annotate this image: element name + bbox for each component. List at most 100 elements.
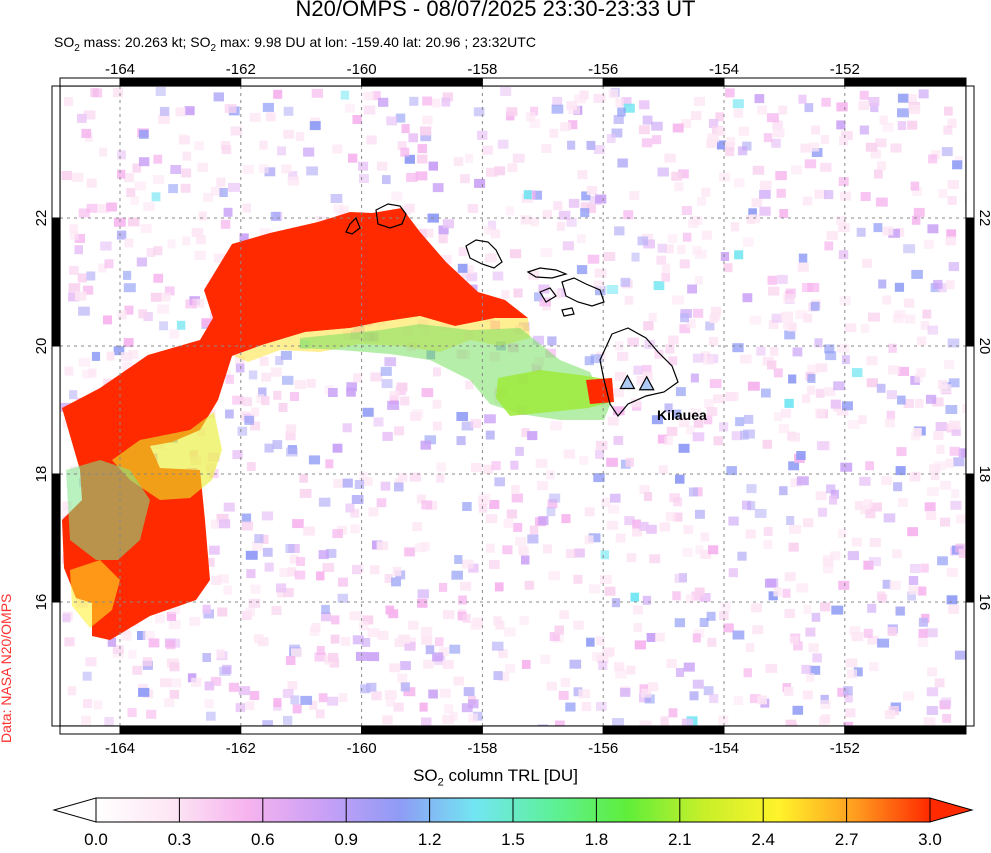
- noise-pixel: [444, 704, 454, 714]
- noise-pixel: [674, 618, 686, 628]
- noise-pixel: [368, 507, 379, 517]
- noise-pixel: [683, 525, 694, 535]
- noise-pixel: [460, 174, 470, 184]
- noise-pixel: [584, 356, 594, 366]
- noise-pixel: [367, 652, 380, 662]
- noise-pixel: [639, 521, 649, 531]
- noise-pixel: [449, 711, 458, 721]
- noise-pixel: [121, 631, 132, 641]
- noise-pixel: [926, 706, 939, 715]
- noise-pixel: [113, 217, 126, 227]
- noise-pixel: [800, 143, 811, 153]
- noise-pixel: [897, 395, 906, 405]
- noise-pixel: [181, 168, 192, 178]
- noise-pixel: [612, 718, 624, 726]
- noise-pixel: [116, 230, 127, 240]
- noise-pixel: [138, 157, 150, 167]
- lon-tick-label-top: -162: [226, 61, 256, 78]
- noise-pixel: [449, 644, 461, 654]
- noise-pixel: [546, 681, 557, 691]
- noise-pixel: [467, 204, 479, 213]
- noise-pixel: [282, 375, 294, 385]
- noise-pixel: [205, 557, 215, 567]
- noise-pixel: [404, 154, 415, 164]
- noise-pixel: [486, 543, 495, 553]
- noise-pixel: [866, 378, 878, 388]
- noise-pixel: [865, 509, 876, 519]
- noise-pixel: [442, 92, 454, 102]
- noise-pixel: [798, 94, 807, 104]
- noise-pixel: [908, 94, 917, 104]
- noise-pixel: [888, 228, 900, 238]
- noise-pixel: [439, 582, 448, 592]
- noise-pixel: [459, 581, 472, 591]
- noise-pixel: [123, 338, 134, 348]
- noise-pixel: [720, 601, 731, 611]
- noise-pixel: [217, 607, 228, 617]
- noise-pixel: [241, 521, 254, 531]
- noise-pixel: [421, 388, 434, 398]
- noise-pixel: [882, 122, 894, 132]
- noise-pixel: [561, 514, 571, 524]
- noise-pixel: [870, 103, 879, 113]
- noise-pixel: [759, 189, 771, 199]
- page-title: N20/OMPS - 08/07/2025 23:30-23:33 UT: [295, 0, 696, 21]
- noise-pixel: [393, 702, 404, 712]
- noise-pixel: [918, 638, 929, 647]
- noise-pixel: [803, 313, 813, 323]
- noise-pixel: [702, 355, 714, 365]
- noise-pixel: [409, 96, 419, 106]
- noise-pixel: [743, 429, 755, 439]
- noise-pixel: [547, 336, 557, 346]
- noise-pixel: [537, 724, 548, 726]
- noise-pixel: [159, 321, 169, 331]
- noise-pixel: [220, 219, 231, 229]
- noise-pixel: [453, 676, 464, 686]
- noise-pixel: [642, 595, 652, 605]
- noise-pixel: [620, 687, 631, 697]
- noise-pixel: [843, 721, 854, 726]
- noise-pixel: [624, 295, 634, 305]
- noise-pixel: [340, 636, 351, 646]
- noise-pixel: [438, 234, 448, 244]
- noise-pixel: [524, 580, 535, 590]
- noise-pixel: [719, 422, 729, 432]
- noise-pixel: [951, 426, 961, 436]
- noise-pixel: [143, 202, 155, 212]
- noise-pixel: [896, 227, 905, 237]
- noise-pixel: [925, 394, 937, 404]
- noise-pixel: [688, 219, 699, 228]
- noise-pixel: [565, 702, 576, 712]
- noise-pixel: [81, 715, 91, 725]
- noise-pixel: [409, 472, 422, 482]
- noise-pixel: [595, 636, 605, 646]
- kauai-coastline: [375, 203, 407, 229]
- noise-pixel: [626, 553, 637, 563]
- noise-pixel: [264, 443, 274, 453]
- noise-pixel: [693, 308, 704, 318]
- colorbar-tick-label: 0.3: [167, 830, 192, 849]
- noise-pixel: [668, 356, 678, 366]
- noise-pixel: [221, 145, 232, 155]
- noise-pixel: [740, 354, 752, 364]
- noise-pixel: [695, 249, 707, 259]
- noise-pixel: [809, 142, 820, 152]
- noise-pixel: [870, 502, 883, 512]
- axis-tick-labels: -164 -164 -162 -162 -160 -160 -158 -158 -156 -156…: [33, 61, 991, 757]
- noise-pixel: [342, 478, 353, 488]
- noise-pixel: [807, 374, 816, 383]
- colorbar-tick-label: 2.4: [751, 830, 776, 849]
- noise-pixel: [876, 383, 886, 393]
- noise-pixel: [83, 285, 94, 295]
- noise-pixel: [237, 426, 248, 436]
- noise-pixel: [175, 107, 186, 117]
- noise-pixel: [405, 203, 415, 213]
- noise-pixel: [75, 291, 87, 301]
- volcano-markers: [619, 374, 655, 391]
- noise-pixel: [558, 210, 571, 220]
- noise-pixel: [391, 577, 402, 587]
- noise-pixel: [743, 414, 754, 424]
- noise-pixel: [112, 645, 124, 654]
- noise-pixel: [860, 192, 871, 201]
- noise-pixel: [385, 697, 396, 707]
